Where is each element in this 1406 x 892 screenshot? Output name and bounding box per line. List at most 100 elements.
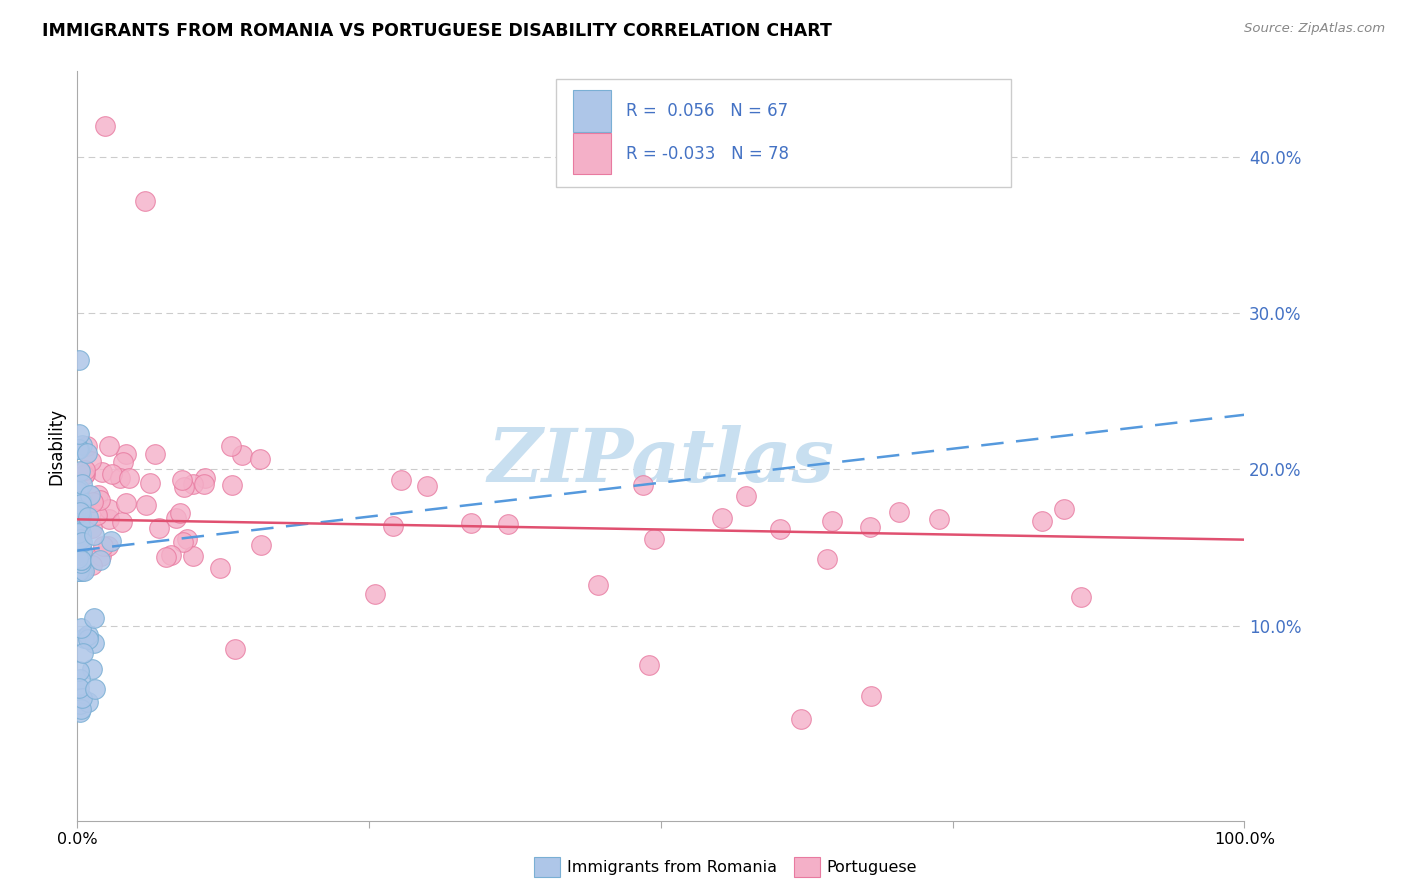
Point xyxy=(76,439,98,453)
Text: ZIPatlas: ZIPatlas xyxy=(488,425,834,497)
Point xyxy=(165,510,187,524)
Point xyxy=(73,468,96,483)
Point xyxy=(115,447,138,461)
Point xyxy=(134,194,156,208)
FancyBboxPatch shape xyxy=(574,133,610,175)
Point xyxy=(91,466,114,480)
Point xyxy=(790,712,813,726)
Point xyxy=(194,471,217,485)
Point xyxy=(69,564,91,578)
Point xyxy=(70,553,93,567)
Point xyxy=(148,521,170,535)
Point xyxy=(69,518,91,533)
Point xyxy=(69,697,91,711)
Point xyxy=(1031,514,1053,528)
Point xyxy=(928,512,950,526)
Point xyxy=(643,532,665,546)
Point xyxy=(75,463,97,477)
Point xyxy=(69,511,91,525)
Point xyxy=(98,501,121,516)
Point xyxy=(67,564,90,578)
Point xyxy=(181,549,204,563)
Point xyxy=(69,526,91,541)
Point xyxy=(67,353,90,368)
Point xyxy=(67,426,90,441)
Point xyxy=(98,439,121,453)
Point xyxy=(100,533,122,548)
Point xyxy=(219,439,242,453)
Point xyxy=(250,538,273,552)
Point xyxy=(734,489,756,503)
Point xyxy=(89,553,111,567)
Point xyxy=(176,532,198,546)
Point xyxy=(67,504,90,518)
Point xyxy=(72,646,94,660)
Point xyxy=(69,533,91,547)
Point xyxy=(84,681,107,696)
Point xyxy=(77,628,100,642)
Point xyxy=(1070,591,1092,605)
Point xyxy=(82,494,104,508)
Point xyxy=(89,492,111,507)
Point xyxy=(638,657,661,672)
Point xyxy=(67,536,90,550)
Point xyxy=(889,505,911,519)
Point xyxy=(83,636,105,650)
Point xyxy=(67,526,90,541)
Point xyxy=(710,510,733,524)
Y-axis label: Disability: Disability xyxy=(48,408,66,484)
Point xyxy=(86,508,108,522)
Point xyxy=(69,672,91,686)
Point xyxy=(859,520,882,534)
Text: IMMIGRANTS FROM ROMANIA VS PORTUGUESE DISABILITY CORRELATION CHART: IMMIGRANTS FROM ROMANIA VS PORTUGUESE DI… xyxy=(42,22,832,40)
Point xyxy=(66,538,89,552)
Point xyxy=(67,534,90,549)
Point xyxy=(69,541,91,556)
Point xyxy=(79,488,101,502)
Point xyxy=(172,535,194,549)
Text: Immigrants from Romania: Immigrants from Romania xyxy=(567,860,776,874)
Point xyxy=(70,508,93,523)
Text: Portuguese: Portuguese xyxy=(827,860,917,874)
FancyBboxPatch shape xyxy=(555,78,1011,187)
Point xyxy=(160,549,183,563)
Point xyxy=(77,632,100,646)
Point xyxy=(249,452,271,467)
Text: Source: ZipAtlas.com: Source: ZipAtlas.com xyxy=(1244,22,1385,36)
Point xyxy=(143,447,166,461)
Point xyxy=(70,564,93,578)
Point xyxy=(70,438,93,452)
Point xyxy=(80,454,103,468)
Point xyxy=(859,689,882,703)
Point xyxy=(67,502,90,516)
Point xyxy=(173,480,195,494)
Point xyxy=(111,516,134,530)
Point xyxy=(77,510,100,524)
Point xyxy=(231,448,253,462)
Point xyxy=(181,477,204,491)
Point xyxy=(67,564,90,578)
Point xyxy=(70,493,93,508)
Point xyxy=(67,551,90,566)
Point xyxy=(67,482,90,496)
Point xyxy=(70,544,93,558)
Text: R =  0.056   N = 67: R = 0.056 N = 67 xyxy=(626,102,787,120)
Point xyxy=(69,557,91,571)
Point xyxy=(73,631,96,645)
Point xyxy=(67,483,90,498)
Point xyxy=(815,551,838,566)
Point xyxy=(76,446,98,460)
Point xyxy=(70,553,93,567)
Point xyxy=(67,539,90,553)
Point xyxy=(108,471,131,485)
Point xyxy=(416,478,439,492)
Point xyxy=(83,611,105,625)
Point xyxy=(97,511,120,525)
Point xyxy=(80,662,103,676)
Point xyxy=(69,505,91,519)
Point xyxy=(496,516,519,531)
Point xyxy=(67,514,90,528)
Point xyxy=(139,476,162,491)
Point xyxy=(135,498,157,512)
Point xyxy=(69,548,91,562)
